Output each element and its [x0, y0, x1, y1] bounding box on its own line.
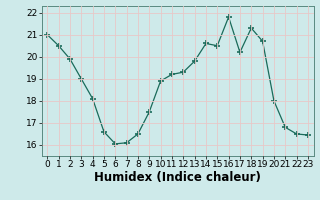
X-axis label: Humidex (Indice chaleur): Humidex (Indice chaleur) — [94, 171, 261, 184]
